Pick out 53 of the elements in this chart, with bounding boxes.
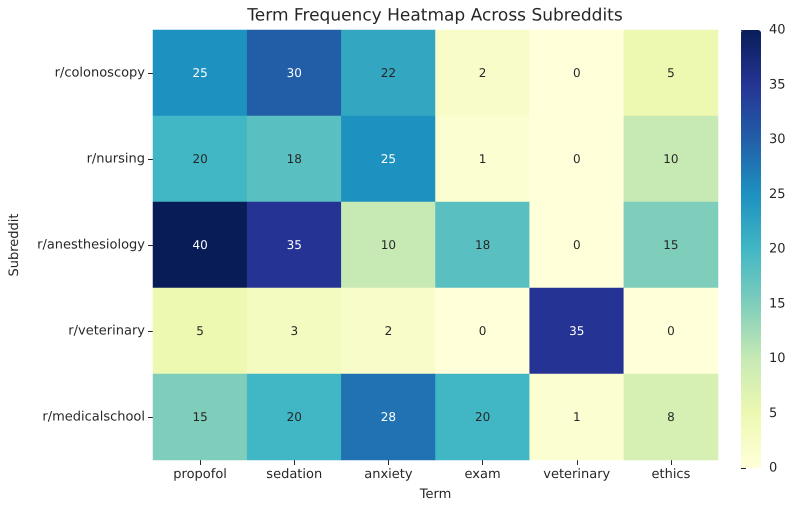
data-label: 2 <box>478 66 486 80</box>
data-label: 0 <box>572 238 581 252</box>
chart-title: Term Frequency Heatmap Across Subreddits <box>246 6 623 26</box>
data-label: 1 <box>478 152 486 166</box>
data-label: 25 <box>192 66 208 80</box>
data-label: 10 <box>380 238 396 252</box>
color-bar-label: 5 <box>769 406 778 421</box>
x-tick-label: exam <box>464 467 501 482</box>
y-tick-label: r/medicalschool <box>42 410 145 424</box>
data-label: 30 <box>286 66 302 80</box>
x-tick-label: anxiety <box>364 467 413 482</box>
data-label: 15 <box>663 238 679 252</box>
color-bar-label: 25 <box>769 186 786 202</box>
data-label: 35 <box>569 324 584 338</box>
data-label: 28 <box>380 410 396 424</box>
y-tick-label: r/colonoscopy <box>54 66 146 80</box>
data-label: 8 <box>667 410 675 424</box>
x-tick-label: propofol <box>173 467 227 482</box>
x-tick-label: ethics <box>651 467 691 482</box>
data-label: 40 <box>192 238 208 252</box>
data-label: 20 <box>474 410 490 424</box>
data-label: 5 <box>196 324 204 338</box>
color-bar-label: 15 <box>769 296 786 312</box>
data-label: 0 <box>667 324 675 338</box>
data-label: 18 <box>474 238 490 252</box>
x-tick-label: veterinary <box>543 467 611 482</box>
data-label: 20 <box>192 152 208 166</box>
data-label: 5 <box>667 66 675 80</box>
data-label: 10 <box>663 152 679 166</box>
data-label: 1 <box>572 410 581 424</box>
data-label: 15 <box>192 410 208 424</box>
data-label: 22 <box>380 66 396 80</box>
data-label: 20 <box>286 410 302 424</box>
data-label: 3 <box>290 324 298 338</box>
data-label: 0 <box>478 324 486 338</box>
color-bar-label: 10 <box>769 351 786 366</box>
y-axis-title: Subreddit <box>7 213 22 277</box>
data-label: 0 <box>572 66 581 80</box>
y-tick-label: r/anesthesiology <box>37 238 146 252</box>
color-bar-label: 0 <box>769 460 778 476</box>
data-label: 35 <box>286 238 302 252</box>
color-bar-label: 35 <box>769 77 786 92</box>
color-bar-label: 40 <box>769 22 786 38</box>
x-tick-label: sedation <box>266 467 322 482</box>
data-label: 2 <box>384 324 392 338</box>
color-bar-label: 30 <box>769 132 786 147</box>
data-label: 25 <box>380 152 396 166</box>
y-tick-label: r/nursing <box>86 152 145 166</box>
x-axis-title: Term <box>418 487 452 502</box>
data-label: 0 <box>572 152 581 166</box>
y-tick-label: r/veterinary <box>68 324 146 338</box>
color-bar-label: 20 <box>769 242 786 256</box>
data-label: 18 <box>286 152 302 166</box>
